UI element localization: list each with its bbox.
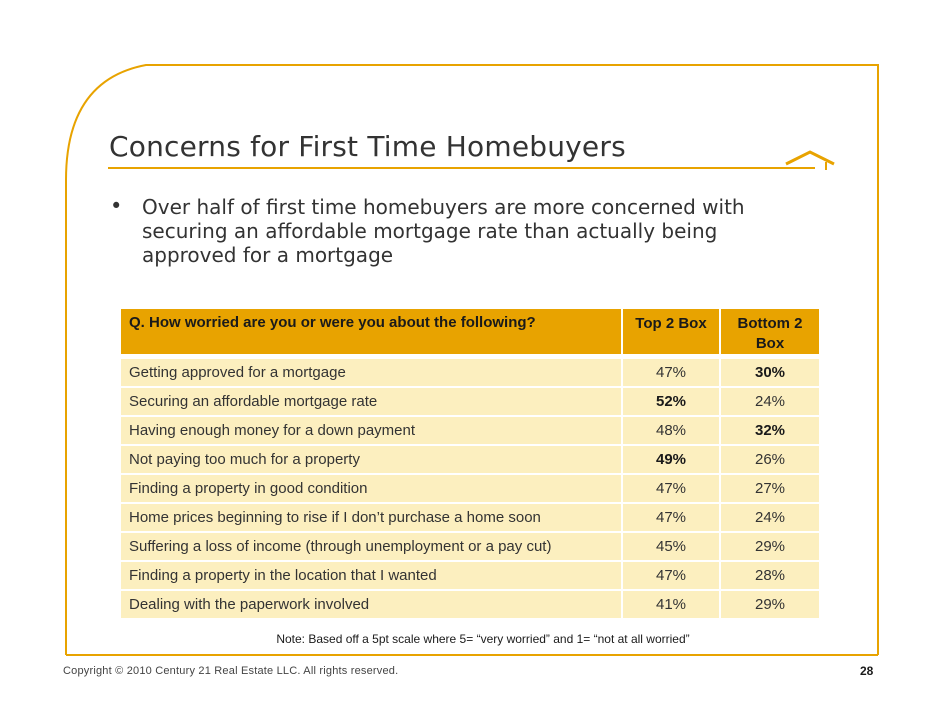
table-row: Finding a property in the location that … [121, 560, 819, 589]
row-top2: 52% [621, 386, 719, 415]
row-bottom2: 24% [719, 502, 819, 531]
table-row: Suffering a loss of income (through unem… [121, 531, 819, 560]
row-top2: 45% [621, 531, 719, 560]
row-top2: 48% [621, 415, 719, 444]
table-row: Finding a property in good condition 47%… [121, 473, 819, 502]
table-row: Dealing with the paperwork involved 41% … [121, 589, 819, 618]
table-row: Not paying too much for a property 49% 2… [121, 444, 819, 473]
row-top2: 47% [621, 560, 719, 589]
scale-note: Note: Based off a 5pt scale where 5= “ve… [276, 632, 690, 646]
slide-title: Concerns for First Time Homebuyers [109, 130, 626, 163]
row-top2: 49% [621, 444, 719, 473]
row-label: Having enough money for a down payment [121, 415, 621, 444]
row-bottom2: 28% [719, 560, 819, 589]
row-label: Dealing with the paperwork involved [121, 589, 621, 618]
row-bottom2: 32% [719, 415, 819, 444]
table-row: Home prices beginning to rise if I don’t… [121, 502, 819, 531]
header-question: Q. How worried are you or were you about… [121, 309, 621, 354]
row-label: Securing an affordable mortgage rate [121, 386, 621, 415]
row-bottom2: 29% [719, 589, 819, 618]
row-bottom2: 29% [719, 531, 819, 560]
table-row: Getting approved for a mortgage 47% 30% [121, 354, 819, 386]
row-top2: 47% [621, 354, 719, 386]
worry-table: Q. How worried are you or were you about… [121, 309, 819, 618]
row-label: Not paying too much for a property [121, 444, 621, 473]
bullet-text: Over half of first time homebuyers are m… [142, 195, 745, 267]
table-row: Having enough money for a down payment 4… [121, 415, 819, 444]
row-label: Suffering a loss of income (through unem… [121, 531, 621, 560]
copyright-text: Copyright © 2010 Century 21 Real Estate … [63, 665, 399, 677]
bullet-point: • [110, 194, 123, 218]
row-top2: 41% [621, 589, 719, 618]
table-header-row: Q. How worried are you or were you about… [121, 309, 819, 354]
table-row: Securing an affordable mortgage rate 52%… [121, 386, 819, 415]
row-label: Finding a property in good condition [121, 473, 621, 502]
row-label: Getting approved for a mortgage [121, 354, 621, 386]
row-bottom2: 27% [719, 473, 819, 502]
page-number: 28 [860, 664, 874, 678]
row-top2: 47% [621, 502, 719, 531]
row-bottom2: 30% [719, 354, 819, 386]
row-label: Home prices beginning to rise if I don’t… [121, 502, 621, 531]
row-bottom2: 26% [719, 444, 819, 473]
house-roof-icon [785, 150, 835, 170]
row-top2: 47% [621, 473, 719, 502]
row-bottom2: 24% [719, 386, 819, 415]
header-top2: Top 2 Box [621, 309, 719, 354]
row-label: Finding a property in the location that … [121, 560, 621, 589]
header-bottom2: Bottom 2 Box [719, 309, 819, 354]
